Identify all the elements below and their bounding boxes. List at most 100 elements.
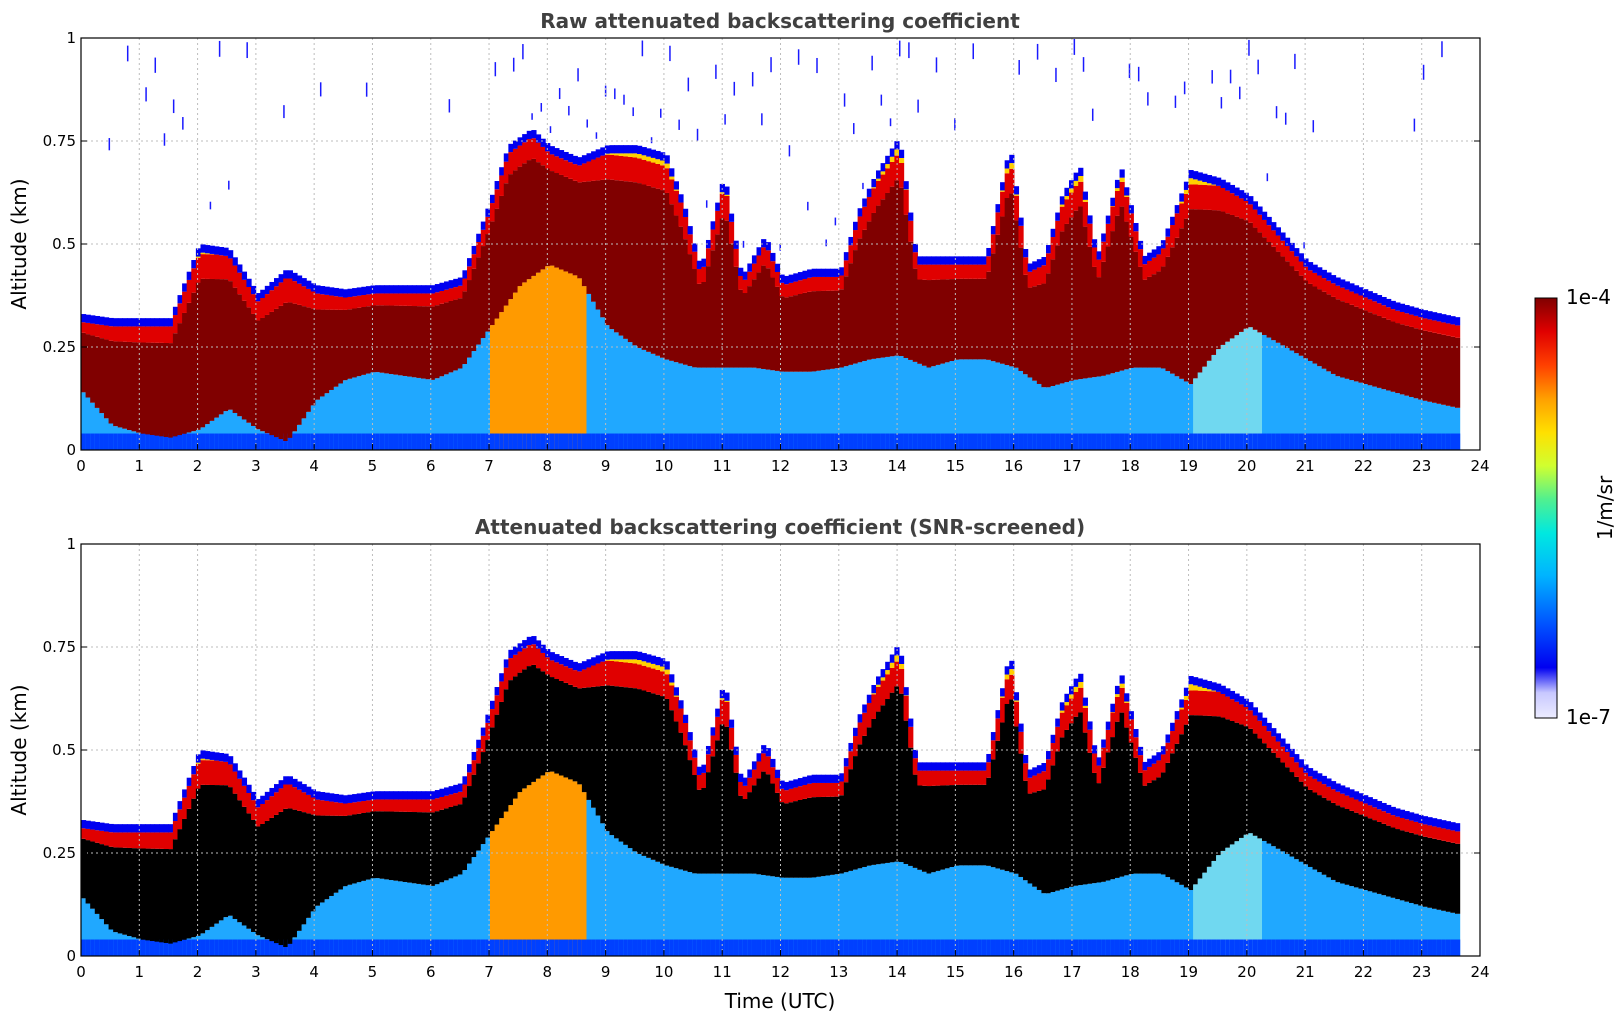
top-heat-band-3-18: [163, 318, 169, 327]
bot-heat-below-198: [990, 867, 997, 956]
bot-heat-band-3-69: [398, 791, 404, 800]
top-heat-below-102: [549, 265, 555, 450]
bot-heat-surface-242: [1193, 939, 1199, 956]
top-heat-band-0-35: [241, 279, 248, 301]
bot-heat-surface-92: [503, 939, 509, 956]
bot-heat-band-0-16: [154, 832, 160, 849]
bot-heat-below-130: [678, 869, 684, 956]
bot-heat-below-176: [889, 862, 895, 956]
bot-heat-below-249: [1225, 847, 1231, 956]
bot-heat-band-3-97: [526, 636, 532, 646]
top-heat-surface-175: [885, 433, 891, 450]
bot-heat-surface-249: [1225, 939, 1231, 956]
bot-heat-core-204: [1018, 753, 1024, 877]
bot-heat-core-164: [834, 796, 840, 875]
bot-heat-band-0-185: [931, 770, 937, 786]
top-heat-core-238: [1174, 237, 1180, 377]
bot-heat-surface-98: [531, 939, 537, 956]
top-heat-band-3-5: [103, 317, 110, 326]
top-heat-band-3-272: [1330, 275, 1337, 284]
top-heat-band-3-96: [522, 134, 528, 143]
top-heat-band-3-126: [660, 152, 666, 161]
bot-heat-surface-68: [393, 939, 399, 956]
bot-heat-band-3-184: [926, 762, 932, 771]
top-heat-below-82: [457, 368, 464, 450]
top-heat-below-284: [1386, 390, 1392, 450]
bot-heat-band-0-15: [149, 832, 156, 849]
bot-heat-below-163: [830, 874, 836, 956]
top-heat-band-0-19: [168, 326, 174, 344]
bot-heat-band-3-225: [1114, 685, 1121, 695]
bot-heat-surface-116: [614, 939, 620, 956]
bot-heat-surface-84: [467, 939, 473, 956]
bot-heat-core-111: [591, 686, 597, 808]
top-heat-below-221: [1096, 376, 1102, 450]
top-noise-112: [595, 132, 598, 139]
top-heat-surface-216: [1073, 433, 1079, 450]
bot-heat-band-0-165: [839, 781, 845, 796]
bot-heat-below-192: [963, 865, 969, 956]
bot-heat-surface-93: [508, 939, 514, 956]
top-heat-band-3-142: [733, 240, 739, 249]
top-heat-band-3-3: [94, 315, 100, 325]
bot-heat-below-181: [912, 867, 918, 956]
bot-heat-surface-251: [1234, 939, 1240, 956]
top-heat-core-276: [1349, 304, 1355, 381]
top-heat-band-0-196: [981, 264, 987, 279]
bot-heat-core-189: [949, 785, 955, 868]
top-heat-band-0-286: [1395, 310, 1401, 324]
top-heat-below-220: [1091, 377, 1098, 450]
top-heat-core-234: [1156, 271, 1162, 368]
top-heat-below-273: [1335, 376, 1341, 450]
top-heat-below-180: [908, 359, 914, 450]
top-heat-band-3-146: [751, 255, 758, 264]
top-heat-band-3-30: [218, 247, 225, 256]
top-heat-band-0-45: [287, 278, 293, 303]
top-heat-below-120: [632, 345, 638, 450]
top-heat-below-79: [444, 374, 450, 450]
bot-heat-band-0-231: [1142, 770, 1148, 786]
bot-heat-below-221: [1096, 882, 1102, 956]
top-heat-band-3-68: [393, 285, 399, 294]
top-heat-core-230: [1137, 266, 1144, 368]
bot-heat-below-88: [485, 837, 491, 956]
top-heat-band-0-288: [1404, 313, 1410, 326]
top-heat-core-200: [1000, 216, 1006, 364]
top-noise-94: [512, 57, 515, 72]
top-heat-band-0-244: [1202, 184, 1208, 210]
top-heat-core-59: [352, 308, 358, 378]
top-heat-surface-113: [600, 433, 606, 450]
top-heat-surface-53: [324, 433, 330, 450]
top-heat-surface-154: [788, 433, 794, 450]
bot-heat-core-281: [1372, 820, 1378, 893]
top-noise-268: [1312, 120, 1315, 133]
bot-heat-band-0-187: [940, 770, 946, 786]
top-noise-118: [623, 94, 625, 105]
bot-heat-below-4: [99, 919, 105, 956]
top-noise-204: [1018, 60, 1020, 75]
bot-heat-band-0-230: [1137, 755, 1144, 773]
bot-heat-below-136: [705, 873, 712, 956]
top-heat-band-3-211: [1050, 228, 1056, 238]
bot-heat-below-235: [1160, 874, 1167, 956]
bot-heat-surface-191: [958, 939, 964, 956]
top-heat-surface-80: [448, 433, 454, 450]
top-heat-below-173: [875, 358, 882, 450]
bot-heat-band-3-114: [604, 651, 611, 660]
top-heat-band-0-245: [1206, 185, 1213, 210]
top-heat-core-151: [774, 286, 781, 371]
bot-heat-band-0-124: [650, 668, 657, 694]
bot-heat-surface-87: [480, 939, 486, 956]
top-heat-below-224: [1110, 373, 1116, 450]
bot-heat-surface-213: [1059, 939, 1065, 956]
bot-heat-surface-146: [751, 939, 758, 956]
top-heat-band-0-66: [384, 293, 390, 306]
bot-heat-core-210: [1046, 779, 1052, 894]
top-heat-band-0-123: [646, 161, 652, 186]
top-heat-below-174: [880, 357, 886, 450]
top-heat-band-0-250: [1229, 193, 1236, 215]
bot-heat-band-3-146: [751, 761, 758, 770]
top-heat-surface-260: [1275, 433, 1281, 450]
top-heat-band-3-299: [1455, 317, 1461, 326]
bot-heat-band-0-270: [1321, 784, 1327, 798]
